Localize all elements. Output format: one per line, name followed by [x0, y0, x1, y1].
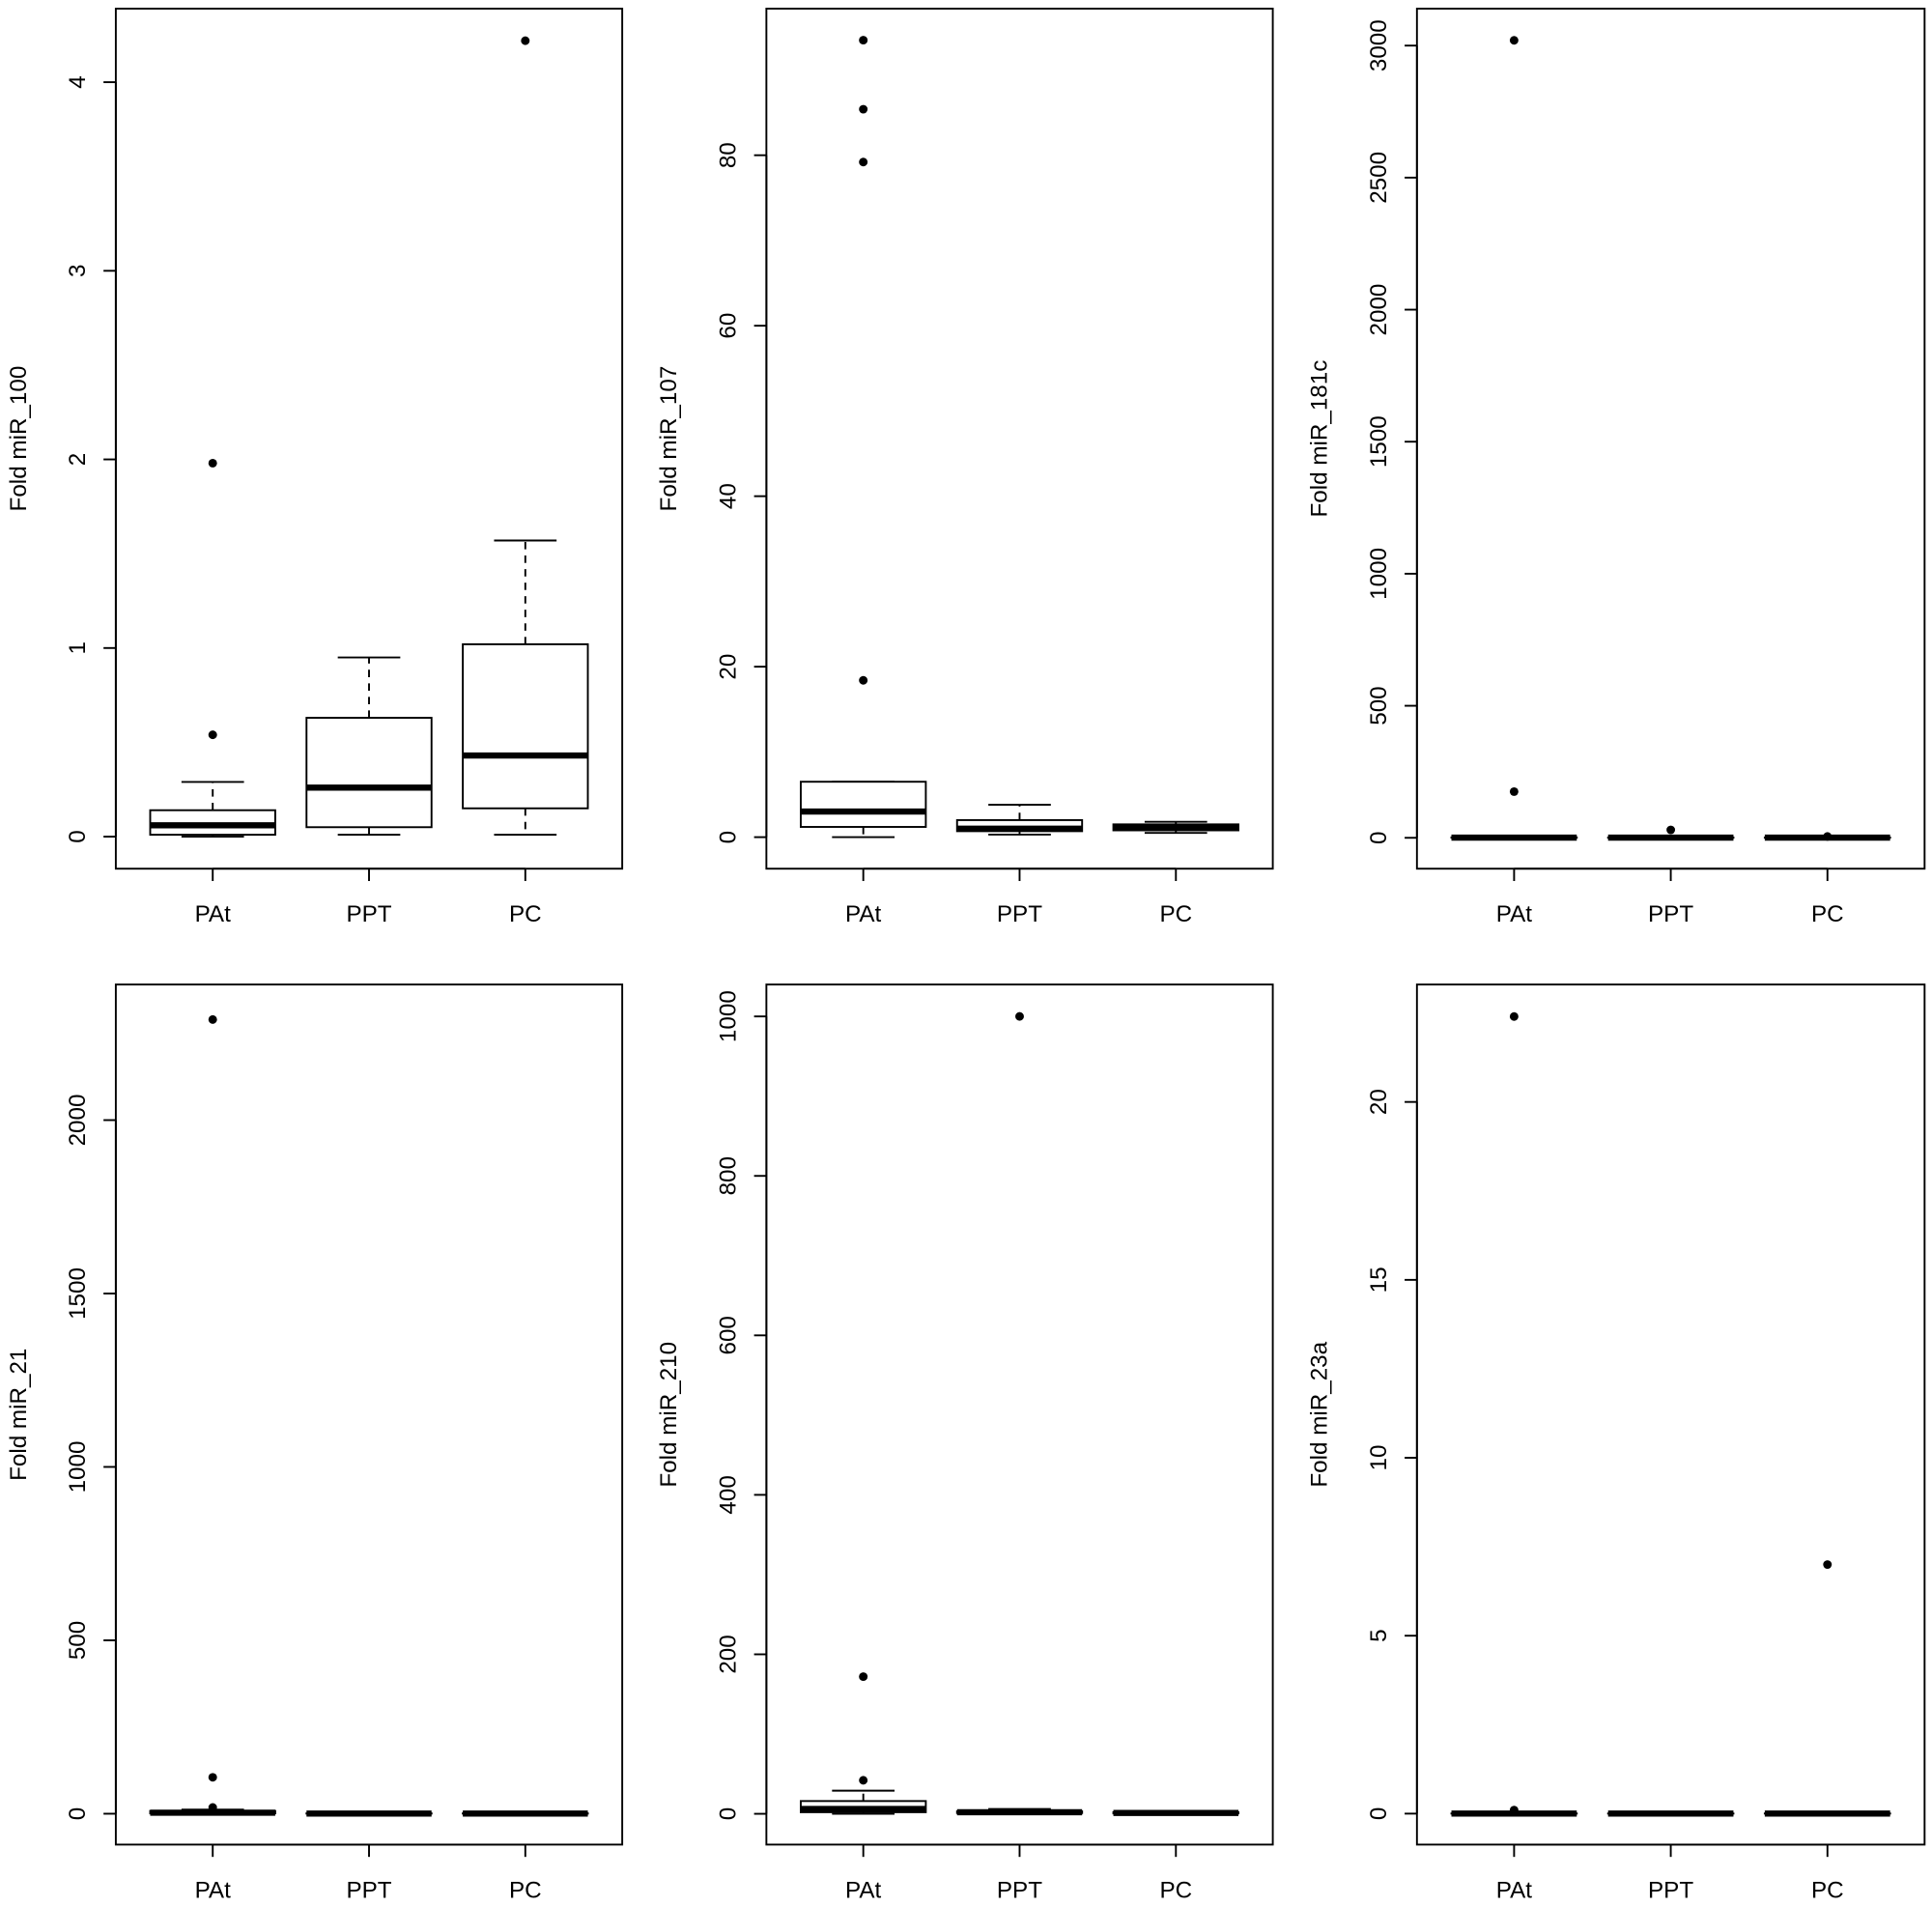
x-tick-label: PAt: [845, 901, 882, 927]
y-tick-label: 2: [65, 453, 91, 466]
y-tick-label: 40: [715, 483, 741, 509]
x-tick-label: PAt: [845, 1877, 882, 1903]
y-tick-label: 5: [1366, 1629, 1392, 1641]
y-tick-label: 1000: [715, 990, 741, 1042]
y-axis-label: Fold miR_107: [656, 366, 682, 512]
outlier: [859, 675, 868, 685]
x-tick-label: PPT: [1648, 1877, 1693, 1903]
outlier: [1015, 1011, 1024, 1021]
x-tick-label: PPT: [346, 1877, 391, 1903]
y-tick-label: 800: [715, 1156, 741, 1195]
x-tick-label: PPT: [997, 901, 1042, 927]
outlier: [1509, 36, 1519, 45]
outlier: [208, 458, 217, 468]
outlier: [1823, 1560, 1833, 1569]
x-tick-label: PPT: [997, 1877, 1042, 1903]
x-tick-label: PC: [1811, 901, 1844, 927]
y-tick-label: 500: [65, 1621, 91, 1660]
panel: 0 5 10 15 20 Fold miR_23a PAt PPT PC: [1307, 983, 1926, 1903]
y-axis-label: Fold miR_23a: [1307, 1341, 1333, 1487]
outlier: [208, 1773, 217, 1782]
outlier: [859, 1672, 868, 1682]
outlier: [1666, 825, 1676, 835]
box: [462, 642, 589, 810]
panel: 0 20 40 60 80 Fold miR_107 PAt PPT PC: [656, 7, 1274, 927]
y-tick-label: 0: [715, 831, 741, 843]
outlier: [208, 730, 217, 740]
x-tick-label: PPT: [346, 901, 391, 927]
y-axis-label: Fold miR_181c: [1307, 360, 1333, 518]
y-tick-label: 1500: [65, 1267, 91, 1320]
outlier: [521, 36, 530, 45]
y-tick-label: 20: [715, 654, 741, 680]
panel: 0 500 1000 1500 2000 Fold miR_21 PAt PPT PC: [6, 983, 624, 1903]
y-tick-label: 10: [1366, 1445, 1392, 1471]
plot-frame: [765, 983, 1274, 1846]
y-tick-label: 2000: [65, 1095, 91, 1147]
y-tick-label: 2000: [1366, 284, 1392, 336]
outlier: [1823, 832, 1833, 841]
y-axis-label: Fold miR_100: [6, 366, 32, 512]
plot-frame: [114, 983, 624, 1846]
box: [305, 717, 433, 829]
y-tick-label: 0: [715, 1807, 741, 1820]
x-tick-label: PPT: [1648, 901, 1693, 927]
outlier: [859, 1776, 868, 1785]
panel: 0 200 400 600 800 1000 Fold miR_210 PAt PPT PC: [656, 983, 1274, 1903]
outlier: [859, 104, 868, 114]
outlier: [859, 36, 868, 45]
plot-frame: [765, 7, 1274, 870]
y-tick-label: 400: [715, 1475, 741, 1514]
y-tick-label: 1000: [1366, 548, 1392, 600]
x-tick-label: PAt: [195, 901, 232, 927]
y-tick-label: 60: [715, 313, 741, 339]
y-tick-label: 0: [1366, 1807, 1392, 1820]
panel-grid: 0 1 2 3 4 Fold miR_100 PAt PPT PC 0 20 40 60 80 Fold m…: [6, 7, 1926, 1903]
outlier: [1509, 1806, 1519, 1815]
y-tick-label: 1500: [1366, 415, 1392, 468]
y-tick-label: 3000: [1366, 19, 1392, 71]
plot-frame: [1415, 7, 1926, 870]
y-tick-label: 600: [715, 1316, 741, 1354]
x-tick-label: PAt: [1496, 1877, 1533, 1903]
y-tick-label: 1000: [65, 1441, 91, 1494]
outlier: [208, 1803, 217, 1812]
x-tick-label: PAt: [1496, 901, 1533, 927]
y-tick-label: 500: [1366, 686, 1392, 725]
x-tick-label: PC: [509, 901, 542, 927]
x-tick-label: PC: [1159, 1877, 1192, 1903]
y-tick-label: 0: [65, 830, 91, 842]
y-tick-label: 0: [1366, 832, 1392, 844]
outlier: [208, 1014, 217, 1024]
x-tick-label: PAt: [195, 1877, 232, 1903]
y-tick-label: 2500: [1366, 152, 1392, 204]
y-tick-label: 4: [65, 75, 91, 88]
y-tick-label: 3: [65, 265, 91, 277]
y-axis-label: Fold miR_210: [656, 1342, 682, 1488]
panel: 0 1 2 3 4 Fold miR_100 PAt PPT PC: [6, 7, 624, 927]
outlier: [1509, 786, 1519, 796]
plot-frame: [1415, 983, 1926, 1846]
y-tick-label: 200: [715, 1635, 741, 1673]
y-tick-label: 80: [715, 142, 741, 168]
x-tick-label: PC: [1159, 901, 1192, 927]
x-tick-label: PC: [509, 1877, 542, 1903]
outlier: [859, 157, 868, 167]
y-tick-label: 1: [65, 641, 91, 654]
outlier: [1509, 1011, 1519, 1021]
x-tick-label: PC: [1811, 1877, 1844, 1903]
y-tick-label: 15: [1366, 1266, 1392, 1293]
box: [800, 781, 927, 828]
y-tick-label: 20: [1366, 1089, 1392, 1115]
y-tick-label: 0: [65, 1807, 91, 1820]
panel: 0 500 1000 1500 2000 2500 3000 Fold miR_181c PAt…: [1307, 7, 1926, 927]
y-axis-label: Fold miR_21: [6, 1349, 32, 1481]
